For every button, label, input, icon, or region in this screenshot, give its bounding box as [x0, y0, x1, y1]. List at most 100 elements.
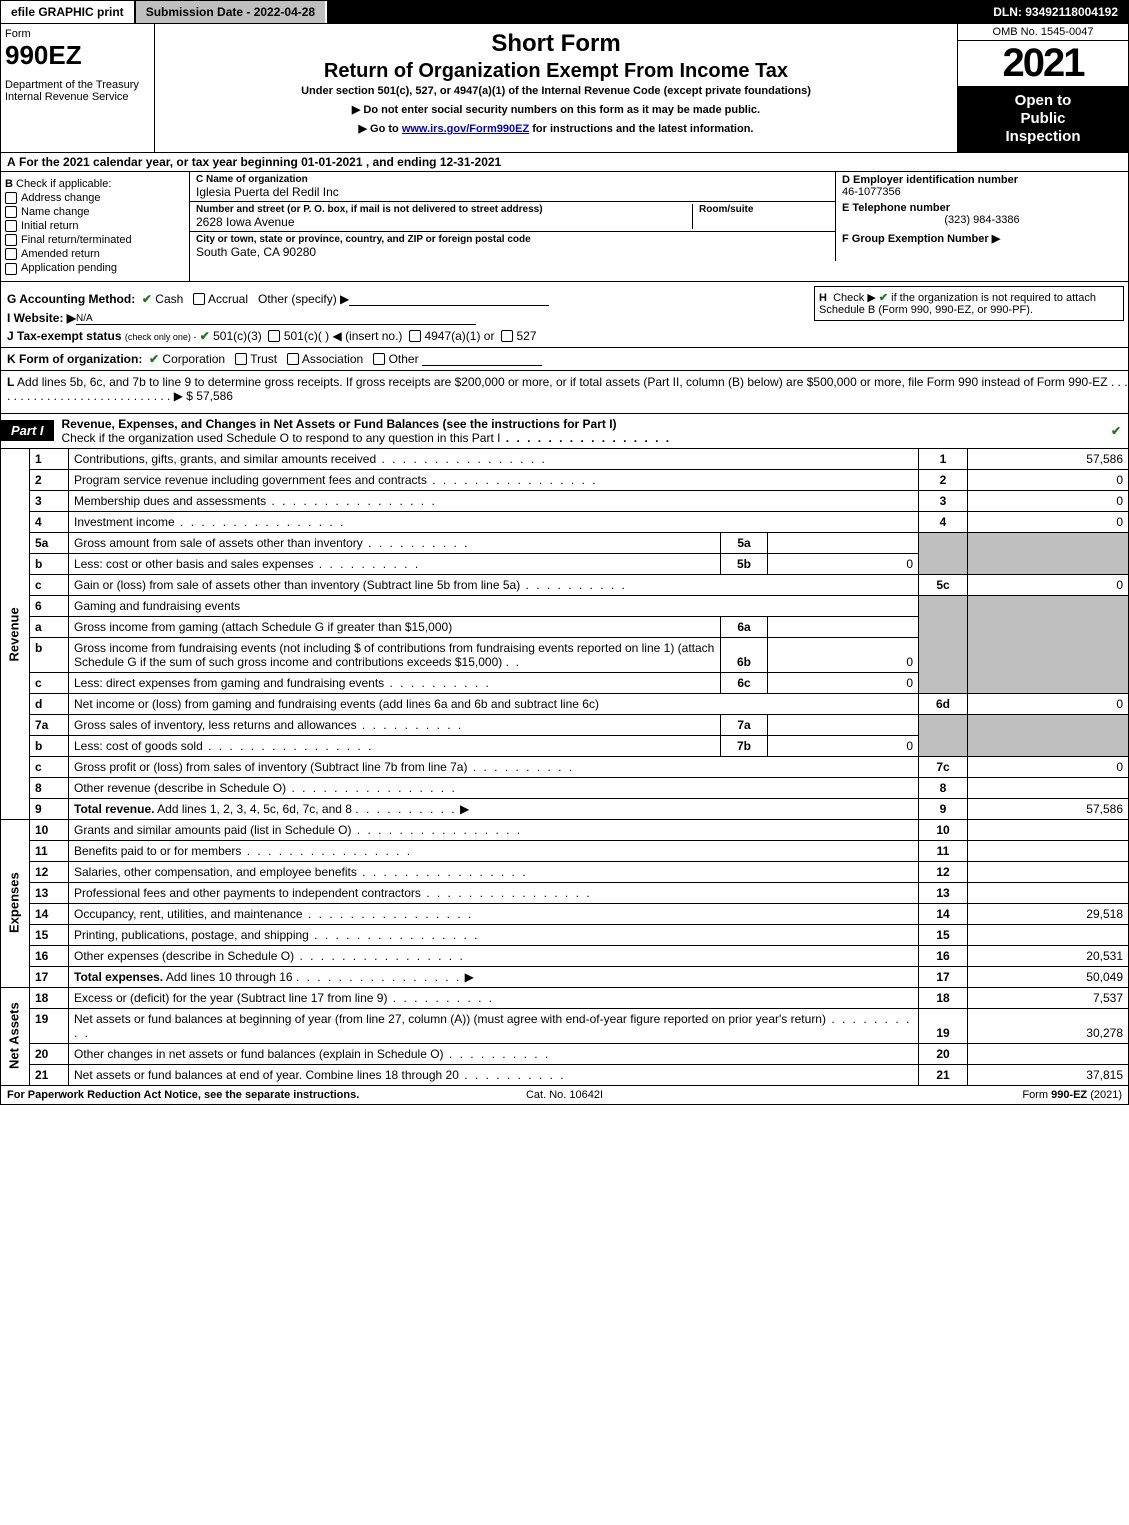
- r7a-sn: 7a: [721, 714, 768, 735]
- r20-v: [968, 1043, 1129, 1064]
- j-501c-check[interactable]: [268, 330, 280, 342]
- top-bar: efile GRAPHIC print Submission Date - 20…: [0, 0, 1129, 24]
- r15-rn: 15: [919, 924, 968, 945]
- r3-v: 0: [968, 490, 1129, 511]
- j-501c3-check[interactable]: [200, 329, 210, 343]
- r10-n: 10: [30, 819, 69, 840]
- irs-link[interactable]: www.irs.gov/Form990EZ: [402, 123, 529, 135]
- r4-d: Investment income: [74, 515, 345, 529]
- r2-n: 2: [30, 469, 69, 490]
- r5a-sv: [768, 532, 919, 553]
- chk-amended-return[interactable]: [5, 248, 17, 260]
- g-label: G Accounting Method:: [7, 292, 135, 306]
- k-other-blank[interactable]: [422, 365, 542, 366]
- short-form-title: Short Form: [163, 30, 949, 58]
- dept-1: Department of the Treasury: [5, 79, 150, 91]
- g-accrual-check[interactable]: [193, 293, 205, 305]
- r6c-sv: 0: [768, 672, 919, 693]
- efile-label[interactable]: efile GRAPHIC print: [1, 1, 136, 23]
- r7a-d: Gross sales of inventory, less returns a…: [74, 718, 463, 732]
- chk-initial-return[interactable]: [5, 220, 17, 232]
- website-value: N/A: [76, 313, 93, 324]
- j-527-check[interactable]: [501, 330, 513, 342]
- r12-rn: 12: [919, 861, 968, 882]
- r6c-n: c: [30, 672, 69, 693]
- r9-v: 57,586: [968, 798, 1129, 819]
- c-city-label: City or town, state or province, country…: [196, 234, 829, 245]
- chk-address-change[interactable]: [5, 192, 17, 204]
- k-other-check[interactable]: [373, 353, 385, 365]
- line-a-text: For the 2021 calendar year, or tax year …: [19, 155, 501, 169]
- r8-rn: 8: [919, 777, 968, 798]
- spacer: [327, 8, 983, 16]
- r11-d: Benefits paid to or for members: [74, 844, 412, 858]
- r19-v: 30,278: [968, 1008, 1129, 1043]
- r13-rn: 13: [919, 882, 968, 903]
- footer-right-pre: Form: [1022, 1089, 1051, 1101]
- r6c-sn: 6c: [721, 672, 768, 693]
- l-text: Add lines 5b, 6c, and 7b to line 9 to de…: [7, 375, 1128, 403]
- ein-value: 46-1077356: [842, 186, 1122, 198]
- g-accrual: Accrual: [208, 292, 248, 306]
- letter-a: A: [7, 155, 16, 169]
- r16-n: 16: [30, 945, 69, 966]
- chk-final-return[interactable]: [5, 234, 17, 246]
- r11-v: [968, 840, 1129, 861]
- col-cdef: C Name of organizationIglesia Puerta del…: [190, 172, 1128, 281]
- part-i-check[interactable]: [1111, 424, 1121, 438]
- r1-n: 1: [30, 449, 69, 470]
- r16-d: Other expenses (describe in Schedule O): [74, 949, 465, 963]
- r6b-sn: 6b: [721, 637, 768, 672]
- open-2: Public: [962, 110, 1124, 128]
- r8-v: [968, 777, 1129, 798]
- r5b-sv: 0: [768, 553, 919, 574]
- goto-pre: ▶ Go to: [359, 123, 402, 135]
- r7c-rn: 7c: [919, 756, 968, 777]
- r4-rn: 4: [919, 511, 968, 532]
- r7a-n: 7a: [30, 714, 69, 735]
- r13-v: [968, 882, 1129, 903]
- r14-n: 14: [30, 903, 69, 924]
- r18-v: 7,537: [968, 987, 1129, 1008]
- r6d-n: d: [30, 693, 69, 714]
- r2-v: 0: [968, 469, 1129, 490]
- g-other-blank[interactable]: [349, 305, 549, 306]
- r19-d: Net assets or fund balances at beginning…: [74, 1012, 911, 1040]
- expenses-side-label: Expenses: [1, 819, 30, 987]
- r8-n: 8: [30, 777, 69, 798]
- r12-d: Salaries, other compensation, and employ…: [74, 865, 528, 879]
- phone-value: (323) 984-3386: [842, 214, 1122, 226]
- form-header: Form 990EZ Department of the Treasury In…: [0, 24, 1129, 153]
- r6-d: Gaming and fundraising events: [74, 599, 240, 613]
- r17-d: Total expenses.: [74, 970, 163, 984]
- g-other: Other (specify) ▶: [258, 292, 349, 306]
- r4-v: 0: [968, 511, 1129, 532]
- r5c-d: Gain or (loss) from sale of assets other…: [74, 578, 627, 592]
- r6a-sn: 6a: [721, 616, 768, 637]
- org-name: Iglesia Puerta del Redil Inc: [196, 185, 829, 199]
- r10-v: [968, 819, 1129, 840]
- r7b-d: Less: cost of goods sold: [74, 739, 373, 753]
- b-item-0: Address change: [21, 192, 101, 204]
- j-4947-check[interactable]: [409, 330, 421, 342]
- chk-name-change[interactable]: [5, 206, 17, 218]
- chk-application-pending[interactable]: [5, 263, 17, 275]
- section-ghijkl: H Check ▶ if the organization is not req…: [0, 282, 1129, 414]
- i-label: I Website: ▶: [7, 311, 76, 325]
- r15-n: 15: [30, 924, 69, 945]
- k-trust-check[interactable]: [235, 353, 247, 365]
- r15-d: Printing, publications, postage, and shi…: [74, 928, 480, 942]
- r16-rn: 16: [919, 945, 968, 966]
- k-corp-check[interactable]: [149, 352, 159, 366]
- c-addr-label: Number and street (or P. O. box, if mail…: [196, 204, 692, 215]
- k-assoc-check[interactable]: [287, 353, 299, 365]
- g-cash-check[interactable]: [142, 292, 152, 306]
- r21-d: Net assets or fund balances at end of ye…: [74, 1068, 566, 1082]
- r1-rn: 1: [919, 449, 968, 470]
- h-check[interactable]: [879, 292, 888, 304]
- footer-right-bold: 990-EZ: [1051, 1089, 1087, 1101]
- row-l: L Add lines 5b, 6c, and 7b to line 9 to …: [1, 370, 1128, 403]
- r18-rn: 18: [919, 987, 968, 1008]
- section-bcdef: B Check if applicable: Address change Na…: [0, 172, 1129, 282]
- r13-d: Professional fees and other payments to …: [74, 886, 592, 900]
